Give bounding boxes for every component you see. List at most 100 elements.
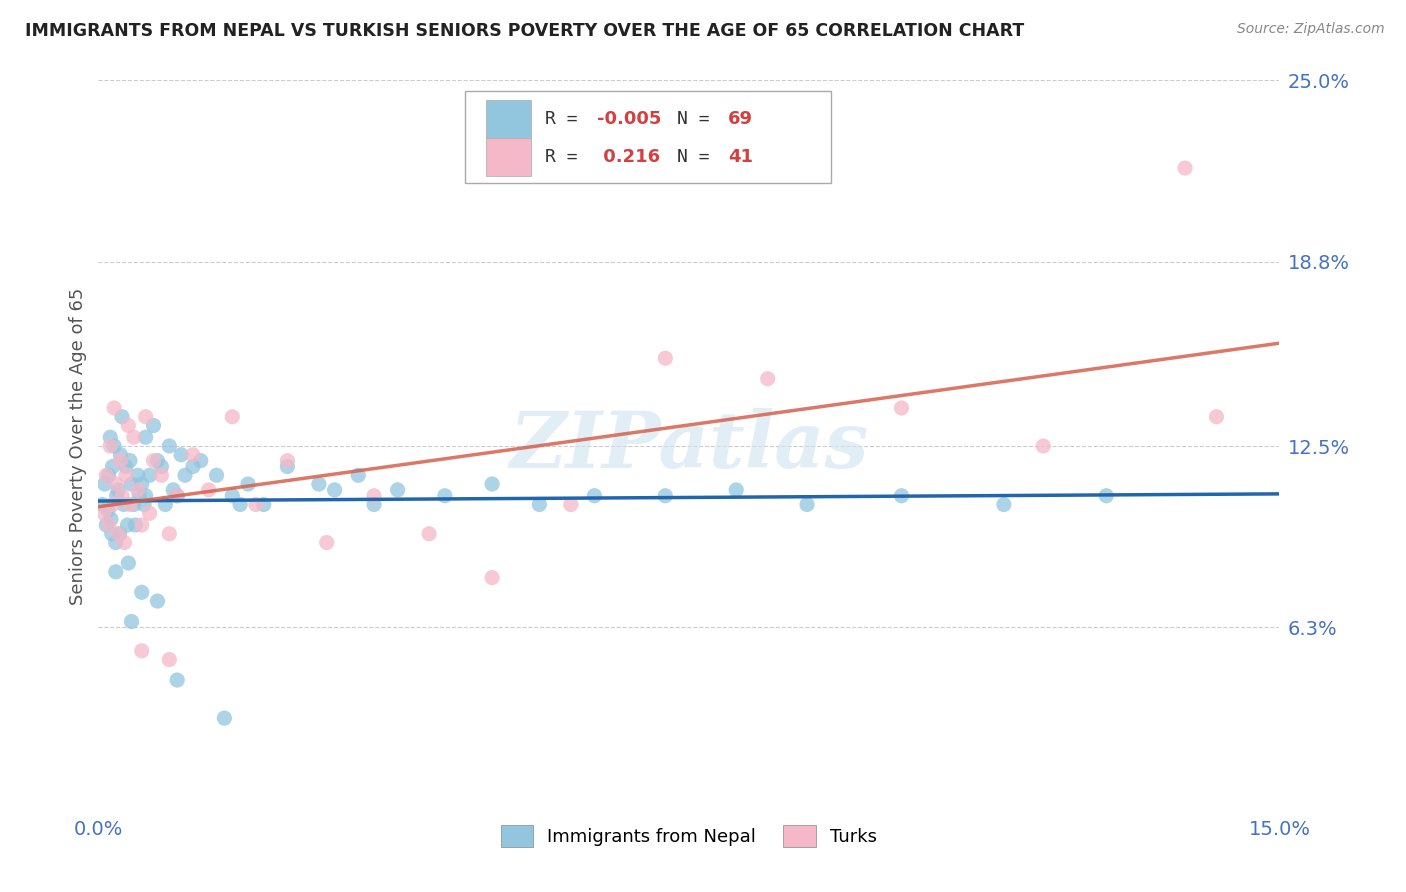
Text: R =: R =	[546, 147, 588, 166]
Point	[97, 503, 120, 517]
Point	[96, 518, 118, 533]
Point	[127, 468, 149, 483]
Point	[118, 453, 141, 467]
Point	[128, 489, 150, 503]
Point	[308, 477, 330, 491]
Point	[135, 489, 157, 503]
Point	[481, 571, 503, 585]
Legend: Immigrants from Nepal, Turks: Immigrants from Nepal, Turks	[494, 817, 884, 854]
Text: N =: N =	[678, 147, 721, 166]
Point	[110, 453, 132, 467]
Point	[481, 477, 503, 491]
Point	[529, 498, 551, 512]
Point	[93, 477, 115, 491]
Point	[115, 459, 138, 474]
Point	[98, 439, 121, 453]
Point	[560, 498, 582, 512]
Point	[150, 459, 173, 474]
Point	[112, 535, 135, 549]
Point	[157, 526, 180, 541]
Point	[347, 468, 370, 483]
Point	[363, 498, 385, 512]
Point	[127, 483, 149, 497]
Point	[122, 430, 145, 444]
Text: 69: 69	[728, 110, 754, 128]
Point	[107, 526, 129, 541]
Point	[146, 594, 169, 608]
Point	[363, 489, 385, 503]
Point	[418, 526, 440, 541]
Point	[166, 489, 188, 503]
Point	[1095, 489, 1118, 503]
Point	[101, 459, 124, 474]
Point	[117, 518, 139, 533]
Point	[796, 498, 818, 512]
Point	[117, 418, 139, 433]
Point	[101, 498, 124, 512]
Point	[245, 498, 267, 512]
FancyBboxPatch shape	[486, 101, 530, 138]
Point	[122, 498, 145, 512]
Point	[181, 459, 204, 474]
Point	[138, 468, 160, 483]
Point	[205, 468, 228, 483]
Point	[1174, 161, 1197, 175]
Point	[135, 430, 157, 444]
Text: R =: R =	[546, 110, 588, 128]
Point	[387, 483, 409, 497]
Point	[131, 518, 153, 533]
Point	[155, 498, 177, 512]
Point	[121, 615, 143, 629]
Text: N =: N =	[678, 110, 721, 128]
Point	[146, 453, 169, 467]
Point	[111, 489, 134, 503]
Point	[214, 711, 236, 725]
Point	[132, 498, 155, 512]
Text: Source: ZipAtlas.com: Source: ZipAtlas.com	[1237, 22, 1385, 37]
Point	[131, 585, 153, 599]
Point	[110, 448, 132, 462]
Point	[1032, 439, 1054, 453]
Point	[91, 498, 114, 512]
Point	[105, 489, 128, 503]
Point	[104, 565, 127, 579]
Point	[131, 644, 153, 658]
Y-axis label: Seniors Poverty Over the Age of 65: Seniors Poverty Over the Age of 65	[69, 287, 87, 605]
Text: -0.005: -0.005	[596, 110, 661, 128]
Point	[150, 468, 173, 483]
Point	[170, 448, 193, 462]
Point	[100, 512, 122, 526]
Point	[105, 477, 128, 491]
Point	[221, 489, 243, 503]
Point	[97, 468, 120, 483]
Point	[117, 556, 139, 570]
Point	[323, 483, 346, 497]
FancyBboxPatch shape	[486, 138, 530, 177]
Text: 0.216: 0.216	[596, 147, 659, 166]
Point	[131, 477, 153, 491]
Point	[253, 498, 276, 512]
Point	[111, 409, 134, 424]
Text: ZIPatlas: ZIPatlas	[509, 408, 869, 484]
Point	[142, 453, 165, 467]
Point	[890, 489, 912, 503]
Point	[654, 489, 676, 503]
Point	[115, 468, 138, 483]
Point	[229, 498, 252, 512]
Point	[221, 409, 243, 424]
Point	[725, 483, 748, 497]
Point	[121, 477, 143, 491]
Point	[756, 372, 779, 386]
Point	[890, 401, 912, 415]
Point	[93, 506, 115, 520]
Point	[108, 526, 131, 541]
Point	[124, 518, 146, 533]
Text: IMMIGRANTS FROM NEPAL VS TURKISH SENIORS POVERTY OVER THE AGE OF 65 CORRELATION : IMMIGRANTS FROM NEPAL VS TURKISH SENIORS…	[25, 22, 1025, 40]
Point	[101, 526, 124, 541]
Point	[138, 506, 160, 520]
Point	[98, 430, 121, 444]
Point	[162, 483, 184, 497]
Point	[103, 401, 125, 415]
Point	[190, 453, 212, 467]
Point	[1205, 409, 1227, 424]
